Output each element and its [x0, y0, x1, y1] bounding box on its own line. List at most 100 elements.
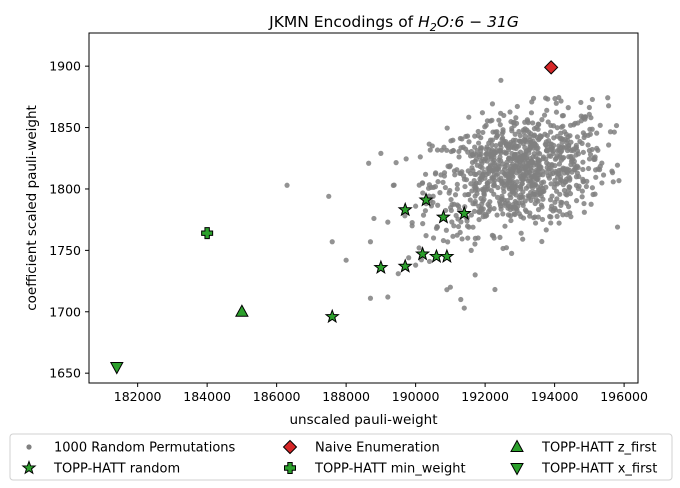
- random-permutation-point: [456, 148, 462, 155]
- random-permutation-point: [522, 144, 528, 151]
- random-permutation-point: [440, 179, 446, 185]
- random-permutation-point: [502, 223, 508, 229]
- random-permutation-point: [434, 147, 441, 153]
- random-permutation-point: [588, 201, 594, 207]
- topp-hatt-random-point: [373, 259, 389, 274]
- y-tick-label: 1850: [49, 120, 81, 135]
- random-permutation-point: [413, 262, 419, 268]
- random-permutation-point: [616, 178, 622, 184]
- random-permutation-point: [450, 233, 456, 239]
- random-permutation-point: [497, 154, 503, 160]
- random-permutation-point: [476, 154, 483, 160]
- random-permutation-point: [553, 100, 559, 106]
- random-permutation-point: [551, 184, 557, 191]
- legend-marker-topp-hatt-min-weight: [284, 462, 296, 474]
- random-permutation-point: [442, 184, 448, 191]
- random-permutation-point: [464, 223, 471, 229]
- random-permutation-point: [491, 206, 497, 212]
- random-permutation-point: [552, 177, 558, 183]
- random-permutation-point: [459, 136, 465, 142]
- random-permutation-point: [507, 192, 513, 198]
- random-permutation-point: [558, 98, 564, 104]
- y-tick-label: 1700: [49, 304, 81, 319]
- random-permutation-point: [560, 166, 566, 172]
- random-permutation-point: [438, 172, 444, 178]
- random-permutation-point: [472, 201, 478, 207]
- random-permutation-point: [466, 114, 472, 120]
- random-permutation-point: [390, 182, 396, 188]
- random-permutation-point: [538, 202, 545, 208]
- random-permutation-point: [580, 166, 586, 173]
- random-permutation-point: [579, 194, 585, 200]
- random-permutation-point: [487, 137, 494, 143]
- random-permutation-point: [556, 161, 563, 167]
- random-permutation-point: [371, 215, 377, 222]
- random-permutation-point: [515, 155, 521, 161]
- random-permutation-point: [514, 103, 520, 110]
- x-tick-label: 186000: [253, 389, 301, 404]
- random-permutation-point: [577, 138, 583, 145]
- random-permutation-point: [490, 129, 496, 135]
- legend-label: TOPP-HATT min_weight: [314, 462, 466, 477]
- random-permutation-point: [504, 159, 510, 165]
- random-permutation-point: [472, 187, 479, 193]
- random-permutation-point: [452, 172, 458, 178]
- random-permutation-point: [443, 227, 449, 233]
- random-permutation-point: [489, 142, 495, 148]
- random-permutation-point: [513, 205, 519, 211]
- random-permutation-point: [494, 129, 500, 135]
- random-permutation-point: [518, 194, 525, 200]
- random-permutation-point: [537, 158, 543, 164]
- random-permutation-point: [477, 176, 483, 182]
- random-permutation-point: [566, 142, 572, 149]
- topp-hatt-random-point: [456, 205, 472, 220]
- random-permutation-point: [476, 140, 482, 146]
- random-permutation-point: [587, 131, 593, 137]
- random-permutation-point: [489, 232, 495, 238]
- random-permutation-point: [508, 217, 514, 224]
- random-permutation-point: [498, 203, 504, 209]
- random-permutation-point: [469, 165, 475, 171]
- random-permutation-point: [499, 180, 506, 186]
- random-permutation-point: [433, 170, 439, 176]
- y-axis: 1650 1700 1750 1800 1850 1900: [49, 59, 89, 381]
- random-permutation-point: [506, 141, 512, 147]
- random-permutation-point: [574, 170, 581, 176]
- random-permutation-point: [444, 287, 450, 293]
- random-permutation-point: [510, 161, 516, 167]
- random-permutation-point: [472, 144, 478, 150]
- random-permutation-point: [420, 190, 426, 196]
- random-permutation-point: [516, 128, 522, 135]
- random-permutation-point: [498, 175, 504, 181]
- random-permutation-point: [465, 149, 471, 155]
- random-permutation-point: [614, 162, 621, 168]
- random-permutation-point: [593, 174, 599, 180]
- random-permutation-point: [585, 142, 591, 148]
- topp-hatt-random-point: [324, 308, 340, 324]
- random-permutation-point: [507, 213, 514, 219]
- random-permutation-point: [543, 227, 549, 233]
- random-permutation-point: [459, 169, 465, 175]
- random-permutation-point: [448, 138, 454, 144]
- random-permutation-point: [578, 113, 584, 119]
- random-permutation-point: [538, 193, 544, 199]
- random-permutation-point: [556, 220, 562, 226]
- random-permutation-point: [440, 237, 447, 244]
- random-permutation-point: [563, 191, 569, 197]
- random-permutation-point: [511, 184, 518, 190]
- random-permutation-point: [416, 245, 422, 251]
- random-permutation-point: [445, 239, 451, 245]
- random-permutation-point: [520, 171, 527, 177]
- random-permutation-point: [548, 122, 554, 129]
- random-permutation-point: [480, 198, 486, 204]
- random-permutation-point: [499, 193, 505, 199]
- topp-hatt-random-point: [397, 258, 413, 273]
- random-permutation-point: [510, 137, 517, 143]
- random-permutation-point: [596, 167, 603, 173]
- random-permutation-point: [483, 146, 489, 152]
- random-permutation-point: [512, 131, 518, 137]
- random-permutation-point: [476, 216, 482, 223]
- random-permutation-point: [580, 149, 586, 155]
- random-permutation-point: [518, 213, 524, 220]
- random-permutation-point: [528, 165, 534, 171]
